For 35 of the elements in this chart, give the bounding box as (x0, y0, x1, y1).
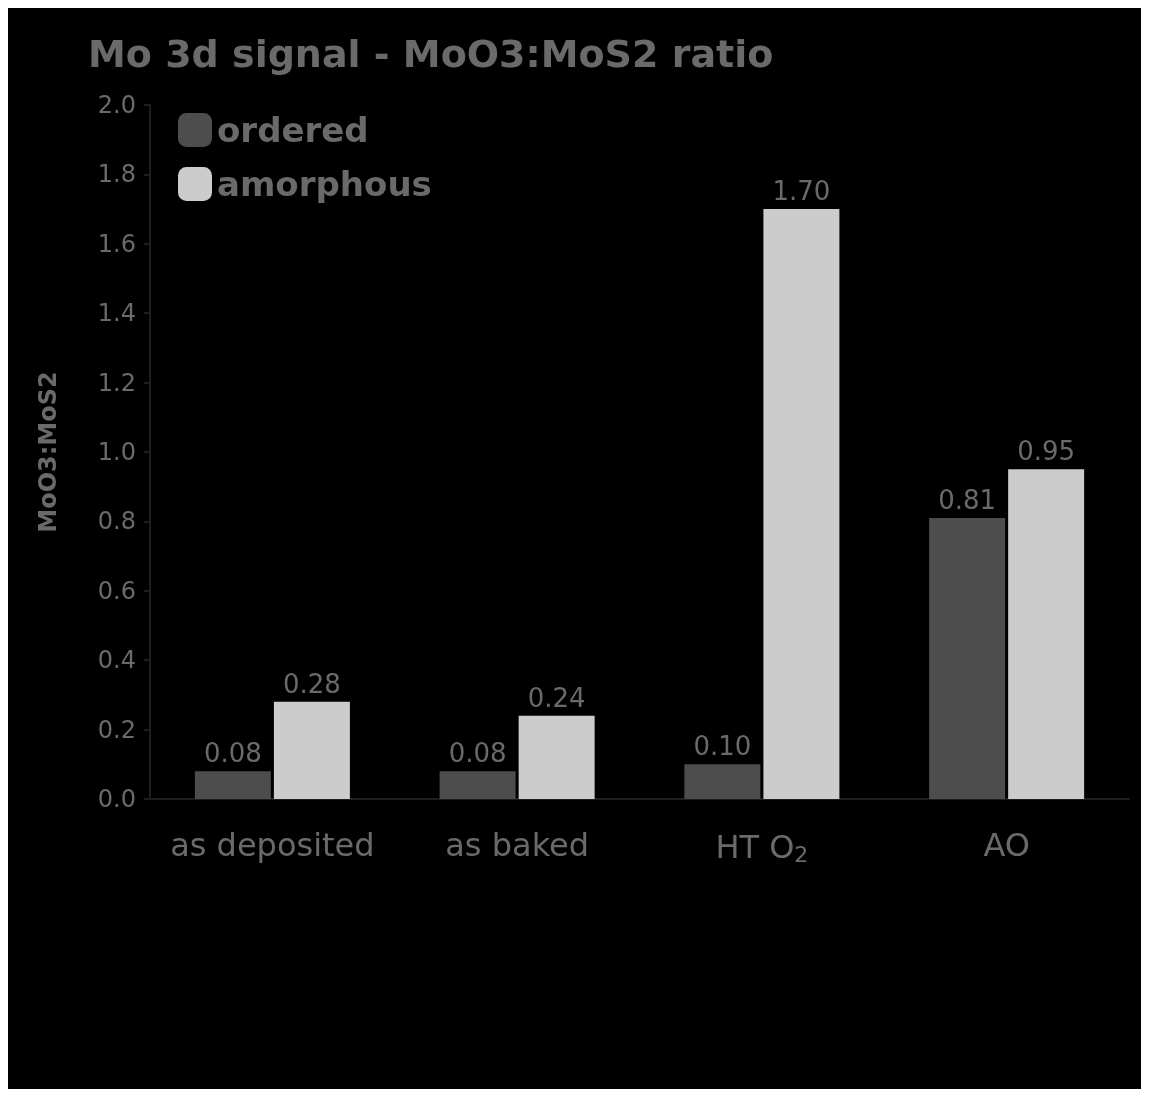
y-axis-title: MoO3:MoS2 (34, 371, 62, 533)
bar (194, 771, 271, 799)
y-tick-label: 1.0 (97, 438, 136, 466)
y-tick-label: 1.4 (97, 299, 136, 328)
chart-title: Mo 3d signal - MoO3:MoS2 ratio (88, 32, 774, 76)
y-tick-label: 1.6 (97, 229, 136, 258)
legend-label: ordered (217, 110, 369, 150)
y-tick-label: 1.8 (97, 160, 136, 189)
data-label: 0.24 (527, 682, 586, 713)
y-tick-label: 0.4 (97, 646, 136, 675)
x-tick-label: as deposited (170, 826, 375, 864)
x-tick-label: HT O2 (715, 828, 809, 867)
y-tick-label: 2.0 (97, 91, 136, 119)
y-tick-label: 0.2 (97, 715, 136, 744)
bar (518, 715, 595, 799)
bar (273, 701, 350, 799)
bar (439, 771, 516, 799)
x-tick-label: AO (983, 826, 1030, 864)
data-label: 0.10 (693, 731, 752, 762)
x-tick-label: as baked (445, 826, 590, 864)
data-label: 1.70 (772, 176, 831, 207)
y-tick-label: 0.6 (97, 576, 136, 605)
data-label: 0.08 (203, 738, 262, 769)
y-tick-label: 1.2 (97, 368, 136, 397)
bar (684, 764, 761, 799)
bar (929, 517, 1006, 799)
y-tick-label: 0.0 (97, 785, 136, 813)
bar (763, 209, 840, 799)
data-label: 0.28 (282, 668, 341, 699)
data-label: 0.95 (1017, 436, 1076, 467)
data-label: 0.08 (448, 738, 507, 769)
legend-label: amorphous (217, 164, 432, 204)
data-label: 0.81 (938, 484, 997, 515)
y-tick-label: 0.8 (97, 507, 136, 536)
bar (1008, 469, 1085, 799)
